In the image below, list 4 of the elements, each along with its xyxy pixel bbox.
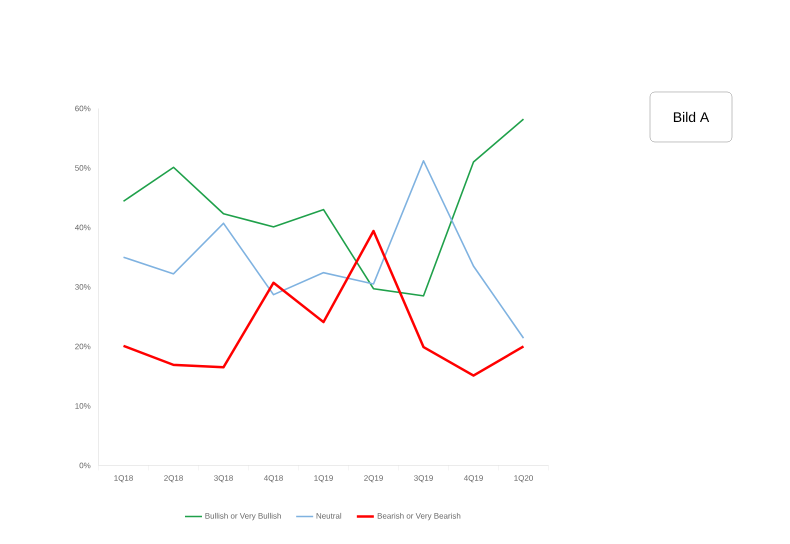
line-series — [122, 230, 525, 377]
text: Bild A — [674, 112, 710, 122]
line-series — [122, 160, 524, 339]
line-series — [122, 118, 524, 297]
